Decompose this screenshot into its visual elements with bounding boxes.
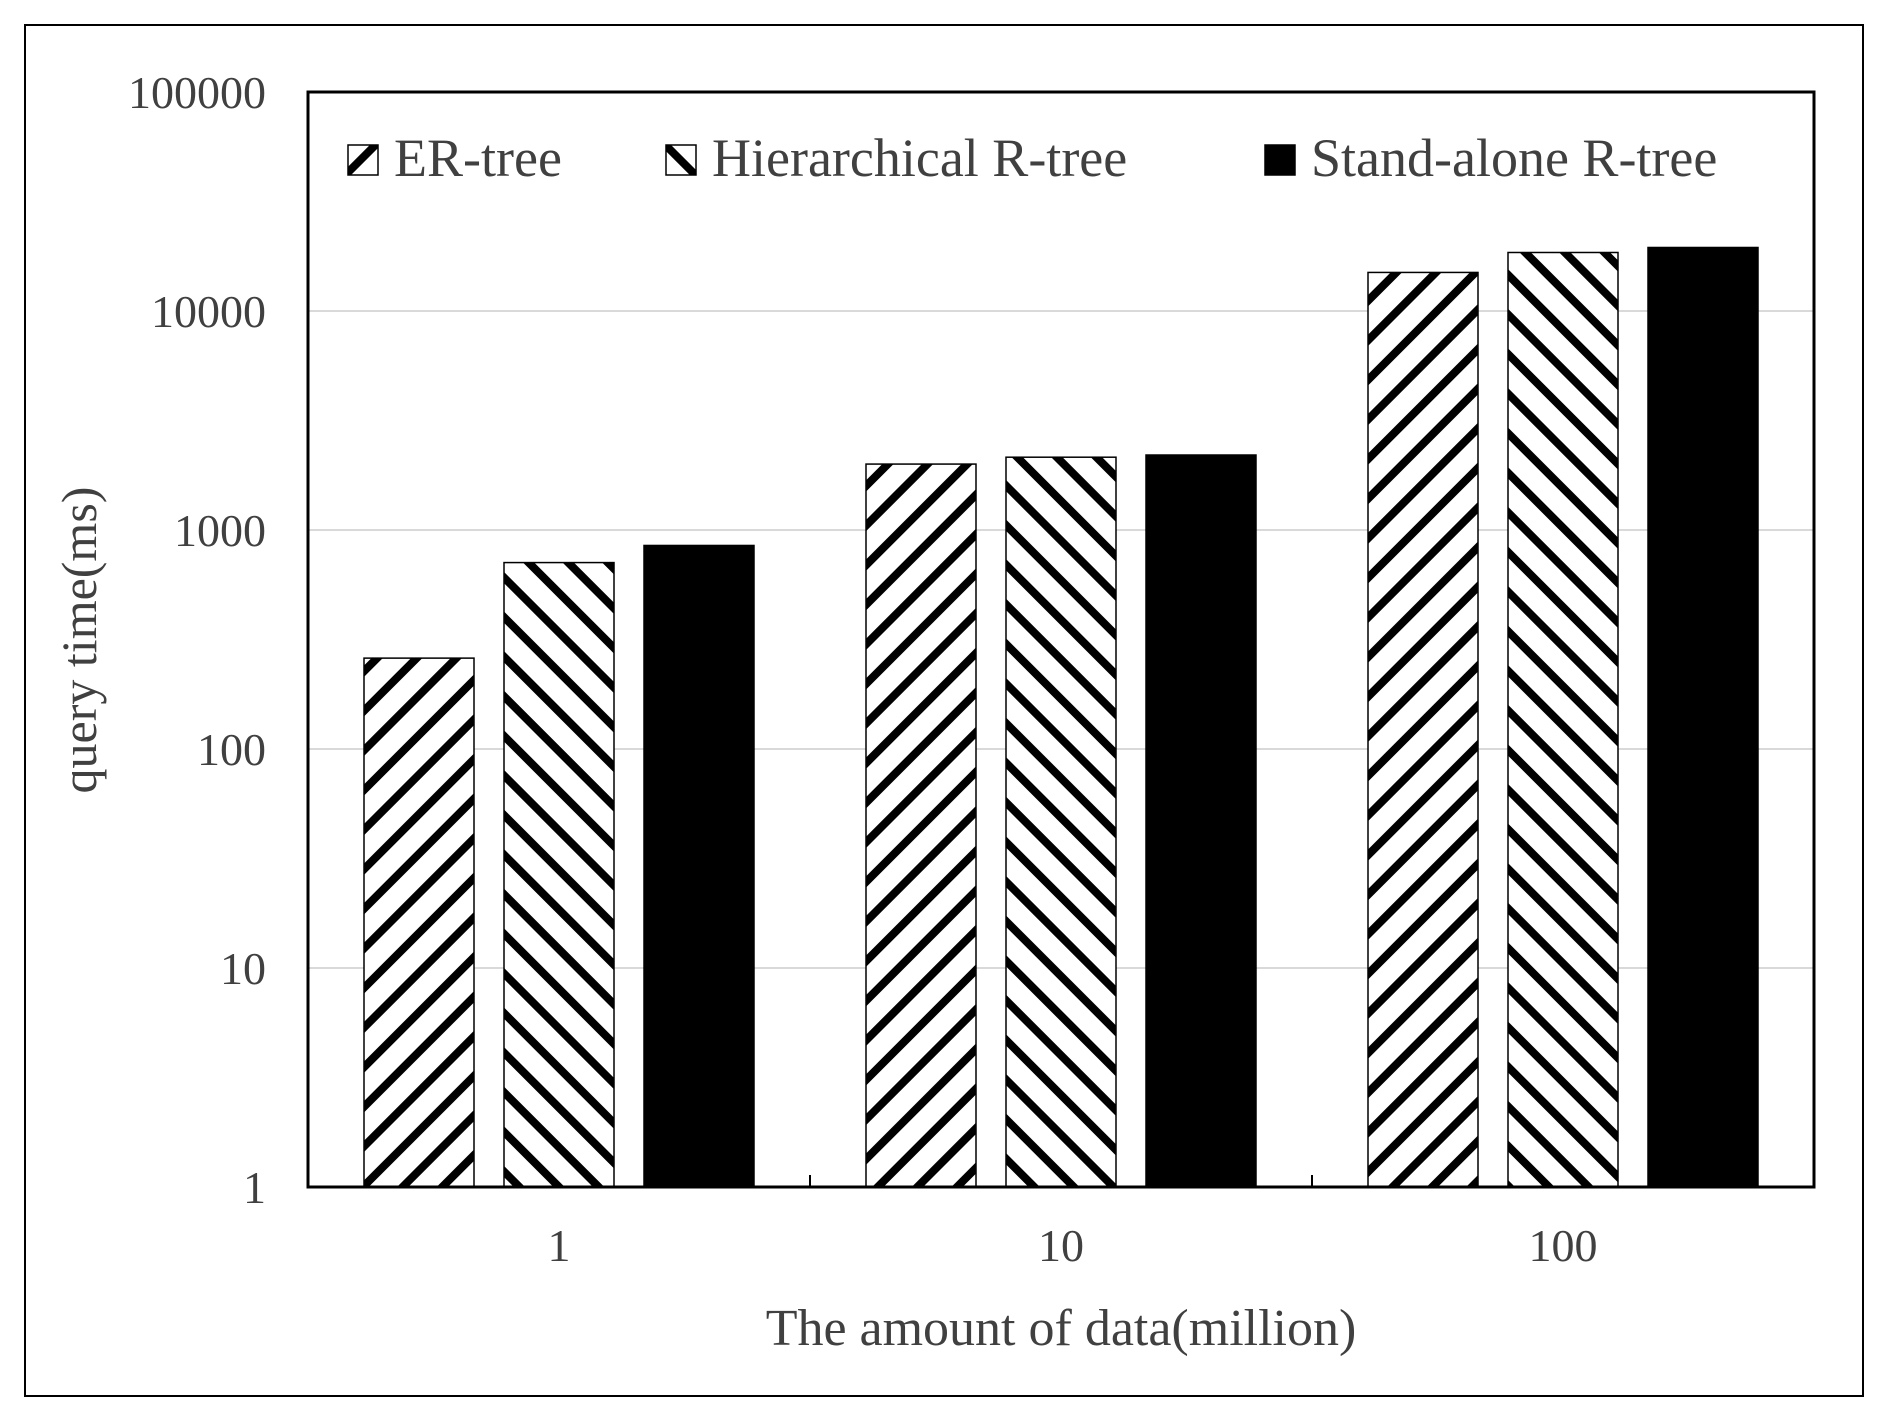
bar-hierarchical-r-tree-100 [1507, 251, 1619, 1188]
y-tick-label: 10 [220, 943, 266, 994]
bar-hierarchical-r-tree-1 [503, 561, 615, 1188]
legend-label: ER-tree [394, 128, 562, 188]
y-axis-label: query time(ms) [51, 487, 107, 794]
bar-er-tree-100 [1367, 271, 1479, 1188]
legend-label: Hierarchical R-tree [712, 128, 1127, 188]
legend-swatch-hierarchical-r-tree [665, 144, 697, 176]
plot-area [306, 90, 1816, 1189]
bar-stand-alone-r-tree-1 [643, 544, 755, 1188]
legend-swatch-er-tree [347, 144, 379, 176]
legend-label: Stand-alone R-tree [1311, 128, 1717, 188]
x-axis-label: The amount of data(million) [766, 1300, 1357, 1357]
legend-swatch-stand-alone-r-tree [1264, 144, 1296, 176]
bar-stand-alone-r-tree-10 [1145, 454, 1257, 1188]
bar-stand-alone-r-tree-100 [1647, 246, 1759, 1188]
bar-er-tree-10 [865, 463, 977, 1188]
y-tick-label: 100000 [128, 67, 266, 118]
y-tick-label: 100 [197, 724, 266, 775]
y-tick-label: 1 [243, 1162, 266, 1213]
x-tick-label: 100 [1529, 1220, 1598, 1271]
x-tick-label: 10 [1038, 1220, 1084, 1271]
x-tick-label: 1 [548, 1220, 571, 1271]
bar-hierarchical-r-tree-10 [1005, 456, 1117, 1188]
y-tick-label: 1000 [174, 505, 266, 556]
y-tick-label: 10000 [151, 286, 266, 337]
bar-er-tree-1 [363, 657, 475, 1188]
